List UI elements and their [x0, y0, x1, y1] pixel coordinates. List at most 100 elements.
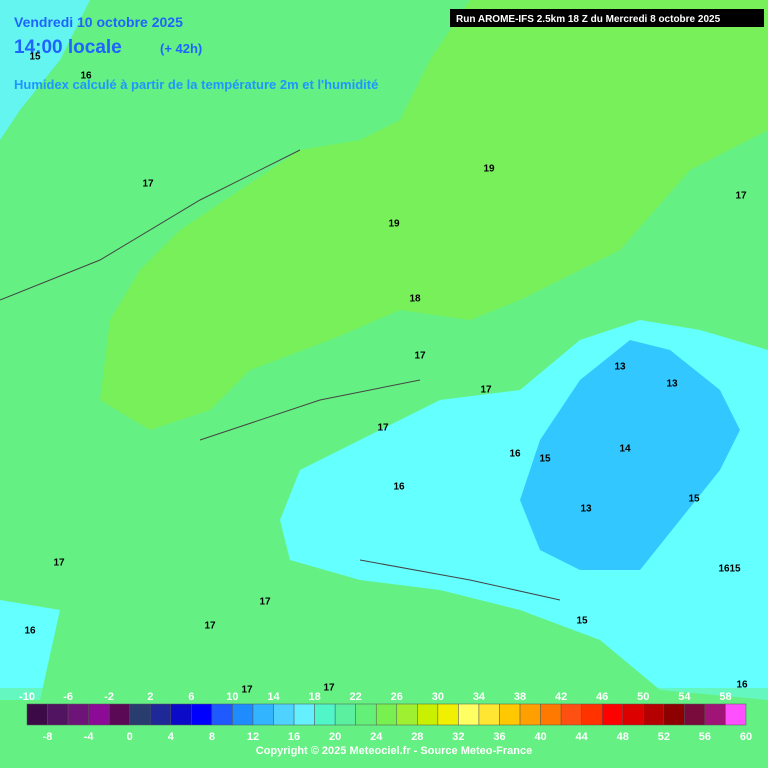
color-swatch: [273, 703, 295, 726]
colorbar-label: 26: [391, 691, 403, 703]
color-swatch: [334, 703, 356, 726]
color-swatch: [314, 703, 336, 726]
colorbar-label: 44: [576, 731, 589, 743]
colorbar-label: 58: [719, 691, 731, 703]
color-swatch: [581, 703, 603, 726]
colorbar-label: 30: [432, 691, 444, 703]
colorbar-label: 48: [617, 731, 629, 743]
colorbar-label: 8: [209, 731, 215, 743]
contour-label: 17: [259, 597, 271, 608]
color-swatch: [150, 703, 172, 726]
colorbar-label: -6: [63, 691, 73, 703]
colorbar-label: 40: [534, 731, 546, 743]
colorbar-label: 6: [188, 691, 194, 703]
colorbar-label: 34: [473, 691, 486, 703]
contour-label: 17: [204, 621, 216, 632]
color-swatch: [417, 703, 439, 726]
lead-time: (+ 42h): [160, 41, 202, 56]
color-swatch: [26, 703, 48, 726]
contour-label: 14: [619, 444, 631, 455]
color-swatch: [519, 703, 541, 726]
contour-label: 18: [409, 294, 421, 305]
colorbar-label: 28: [411, 731, 423, 743]
colorbar-label: 2: [147, 691, 153, 703]
contour-label: 13: [614, 362, 626, 373]
colorbar-label: 22: [350, 691, 362, 703]
warm-area: [100, 0, 768, 430]
colorbar-label: -8: [43, 731, 53, 743]
colorbar-label: 12: [247, 731, 259, 743]
colorbar-label: 36: [493, 731, 505, 743]
border: [0, 149, 561, 601]
colorbar-label: 10: [226, 691, 238, 703]
color-swatch: [88, 703, 110, 726]
color-swatch: [170, 703, 192, 726]
parameter: Humidex calculé à partir de la températu…: [14, 77, 378, 92]
contour-label: 19: [483, 164, 495, 175]
colorbar-label: 60: [740, 731, 752, 743]
colorbar-label: 24: [370, 731, 383, 743]
colorbar-label: 4: [168, 731, 175, 743]
color-swatch: [129, 703, 151, 726]
time: 14:00 locale: [14, 37, 122, 58]
color-swatch: [560, 703, 582, 726]
color-swatch: [293, 703, 315, 726]
colorbar-label: -10: [19, 691, 35, 703]
run-info: Run AROME-IFS 2.5km 18 Z du Mercredi 8 o…: [456, 14, 721, 25]
colorbar-label: 32: [452, 731, 464, 743]
legend-strip: [0, 688, 768, 768]
color-swatch: [252, 703, 274, 726]
contour-label: 19: [388, 219, 400, 230]
contour-label: 17: [241, 685, 253, 696]
contour-label: 17: [142, 179, 154, 190]
color-swatch: [355, 703, 377, 726]
contour-label: 15: [688, 494, 700, 505]
contour-label: 15: [576, 616, 588, 627]
contour-label: 17: [323, 683, 335, 694]
colorbar-label: 16: [288, 731, 300, 743]
contour-label: 16: [393, 482, 405, 493]
color-swatch: [725, 703, 747, 726]
cold-area: [520, 340, 740, 570]
colorbar-label: 18: [308, 691, 320, 703]
color-swatch: [540, 703, 562, 726]
colorbar-label: 0: [127, 731, 133, 743]
color-swatch: [47, 703, 69, 726]
contour-label: 17: [735, 191, 747, 202]
color-swatch: [458, 703, 480, 726]
contour-label: 17: [377, 423, 389, 434]
color-swatch: [67, 703, 89, 726]
color-swatch: [232, 703, 254, 726]
color-swatch: [396, 703, 418, 726]
colorbar-label: 14: [267, 691, 280, 703]
color-swatch: [375, 703, 398, 726]
color-swatch: [211, 703, 233, 726]
colorbar-label: 52: [658, 731, 670, 743]
colorbar-label: 56: [699, 731, 711, 743]
contour-label: 17: [480, 385, 492, 396]
colorbar-label: 50: [637, 691, 649, 703]
cool-area: [0, 0, 90, 140]
contour-label: 13: [666, 379, 678, 390]
colorbar-label: 20: [329, 731, 341, 743]
cool-area: [0, 600, 60, 700]
contour-label: 17: [414, 351, 426, 362]
contour-label: 16: [718, 564, 730, 575]
contour-label: 15: [729, 564, 741, 575]
colorbar-label: -4: [84, 731, 95, 743]
colorbar-label: 54: [678, 691, 691, 703]
colorbar-label: -2: [104, 691, 114, 703]
date: Vendredi 10 octobre 2025: [14, 14, 183, 30]
color-swatch: [704, 703, 726, 726]
contour-label: 16: [736, 680, 748, 691]
color-swatch: [191, 703, 213, 726]
color-swatch: [643, 703, 665, 726]
contour-label: 17: [53, 558, 65, 569]
contour-label: 16: [80, 71, 92, 82]
color-swatch: [601, 703, 623, 726]
run-box: [450, 9, 764, 27]
color-swatch: [663, 703, 685, 726]
color-swatch: [478, 703, 500, 726]
colorbar-label: 46: [596, 691, 608, 703]
colorbar-label: 42: [555, 691, 567, 703]
